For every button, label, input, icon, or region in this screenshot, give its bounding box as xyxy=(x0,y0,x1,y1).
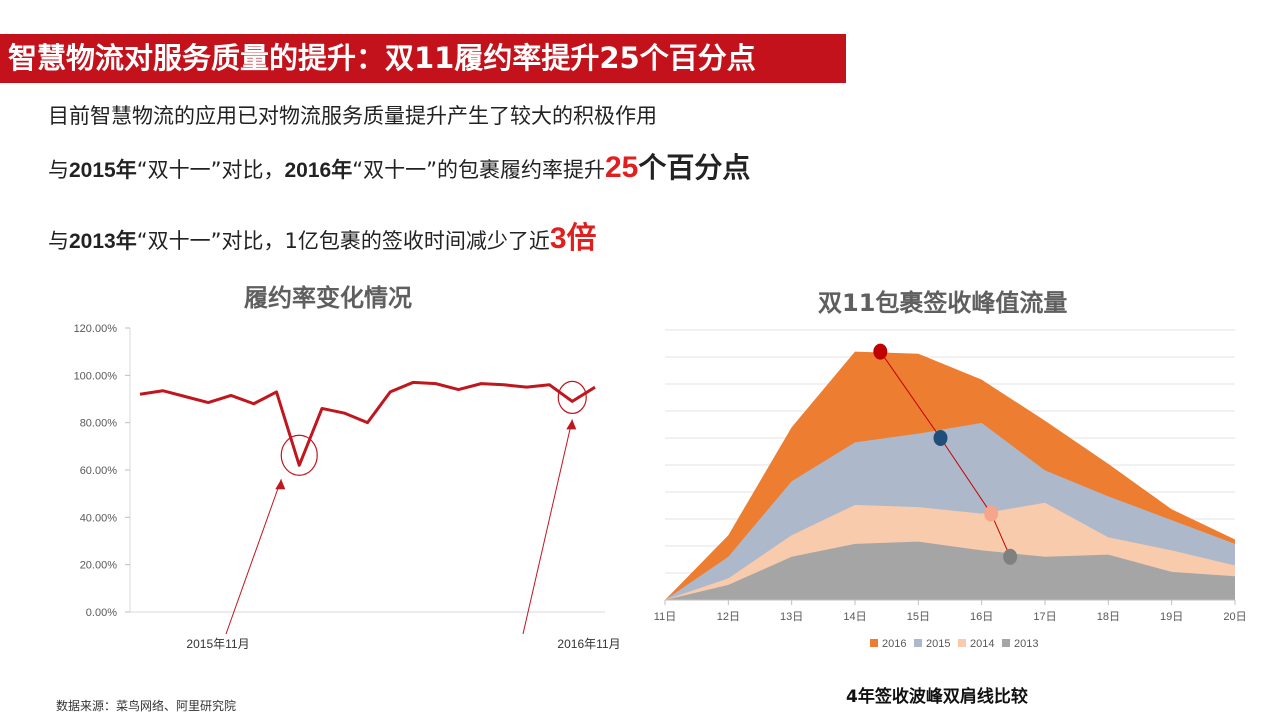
annotation-arrowhead xyxy=(566,419,577,430)
bullet-line-1: 目前智慧物流的应用已对物流服务质量提升产生了较大的积极作用 xyxy=(48,104,657,128)
y-tick-label: 20.00% xyxy=(80,560,118,572)
right-chart-title: 双11包裹签收峰值流量 xyxy=(818,289,1068,317)
annotation-circle xyxy=(280,434,318,476)
area-chart: 11日 12日 13日 14日 15日 16日 17日 18日 19日 20日 2016 2015 20… xyxy=(654,329,1247,650)
peak-connector-line xyxy=(879,351,1011,558)
right-chart-caption: 4年签收波峰双肩线比较 xyxy=(846,687,1028,707)
y-tick-label: 100.00% xyxy=(74,370,118,382)
line3-year-2013: 2013年 xyxy=(69,230,137,253)
legend-label-2013: 2013 xyxy=(1014,638,1038,650)
legend-swatch-2013 xyxy=(1002,639,1010,647)
left-chart-title: 履约率变化情况 xyxy=(244,284,412,312)
annotation-circle xyxy=(557,380,587,414)
series-line-fulfillment-rate xyxy=(139,380,596,467)
legend-swatch-2016 xyxy=(870,639,878,647)
y-tick-label: 40.00% xyxy=(80,512,118,524)
highlight-3: 3 xyxy=(549,222,567,255)
x-tick-label: 18日 xyxy=(1097,611,1120,623)
x-tick-label: 17日 xyxy=(1033,611,1056,623)
peak-marker-2016 xyxy=(873,343,888,360)
line2-text-2: “双十一”对比， xyxy=(136,158,285,182)
x-tick-label: 20日 xyxy=(1223,611,1246,623)
legend-swatch-2015 xyxy=(914,639,922,647)
highlight-25: 25 xyxy=(604,151,639,184)
x-tick-label: 16日 xyxy=(970,611,993,623)
peak-marker-2015 xyxy=(933,430,948,446)
page-title: 智慧物流对服务质量的提升：双11履约率提升25个百分点 xyxy=(0,34,846,83)
legend-label-2014: 2014 xyxy=(970,638,994,650)
legend-label-2016: 2016 xyxy=(882,638,906,650)
source-note: 数据来源：菜鸟网络、阿里研究院 xyxy=(56,699,237,713)
legend-swatch-2014 xyxy=(958,639,966,647)
y-tick-label: 120.00% xyxy=(74,323,118,335)
x-tick-label: 19日 xyxy=(1160,611,1183,623)
line3-text-1: 与 xyxy=(48,229,69,253)
line3-suffix: 倍 xyxy=(566,222,597,255)
x-tick-label: 12日 xyxy=(717,611,740,623)
x-tick-label: 15日 xyxy=(907,611,930,623)
annotation-arrow xyxy=(522,419,573,635)
legend-label-2015: 2015 xyxy=(926,638,950,650)
y-tick-label: 80.00% xyxy=(80,418,118,430)
peak-marker-2014 xyxy=(984,505,999,522)
y-tick-label: 60.00% xyxy=(80,465,118,477)
peak-marker-2013 xyxy=(1003,548,1018,565)
line2-text-3: “双十一”的包裹履约率提升 xyxy=(352,158,605,182)
bullet-line-3: 与2013年“双十一”对比，1亿包裹的签收时间减少了近3倍 xyxy=(48,213,597,257)
line3-text-2: “双十一”对比，1亿包裹的签收时间减少了近 xyxy=(136,229,550,253)
x-tick-label: 11日 xyxy=(654,611,676,623)
area-series-2013 xyxy=(665,541,1235,600)
y-tick-label: 0.00% xyxy=(86,607,117,619)
x-tick-label: 14日 xyxy=(843,611,866,623)
x-tick-label: 13日 xyxy=(780,611,803,623)
bullet-line-2: 与2015年“双十一”对比，2016年“双十一”的包裹履约率提升25个百分点 xyxy=(48,146,750,186)
line2-year-2016: 2016年 xyxy=(284,159,353,182)
annotation-label: 2016年11月 xyxy=(557,637,620,651)
line-chart: 0.00% 20.00% 40.00% 60.00% 80.00% 100.00% 120.… xyxy=(74,323,621,651)
line2-text-1: 与 xyxy=(48,158,69,182)
line2-suffix: 个百分点 xyxy=(638,151,751,184)
annotation-label: 2015年11月 xyxy=(186,637,249,651)
annotation-arrow xyxy=(225,479,282,635)
line2-year-2015: 2015年 xyxy=(69,159,137,182)
annotation-arrowhead xyxy=(275,479,286,490)
